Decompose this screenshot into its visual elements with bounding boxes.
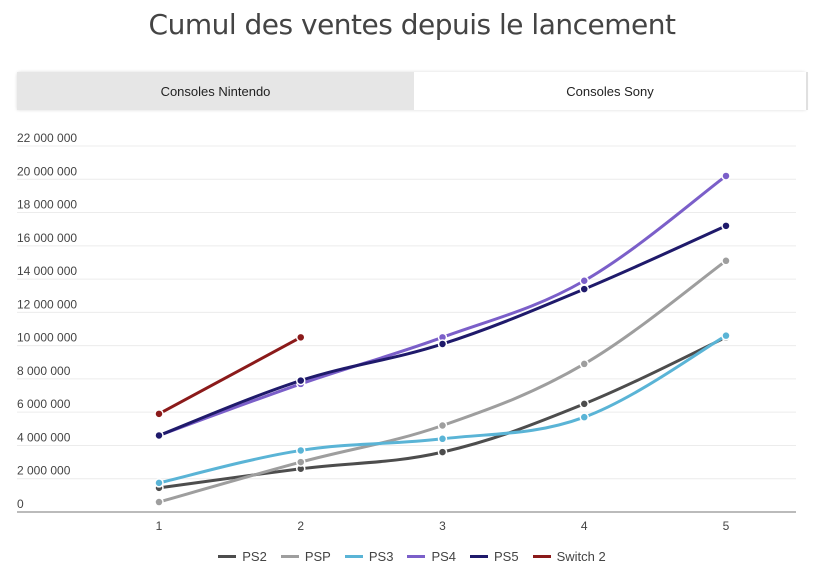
y-tick-label: 4 000 000	[17, 430, 71, 444]
data-point[interactable]	[154, 430, 164, 441]
legend-label: Switch 2	[556, 549, 606, 564]
y-tick-label: 16 000 000	[17, 231, 77, 245]
tab-consoles-sony[interactable]: Consoles Sony	[414, 72, 808, 110]
y-tick-label: 8 000 000	[17, 364, 71, 378]
data-point[interactable]	[296, 375, 306, 386]
legend-swatch-icon	[470, 555, 489, 558]
legend-item-switch-2[interactable]: Switch 2	[532, 549, 606, 564]
legend-item-psp[interactable]: PSP	[280, 549, 331, 564]
console-tabs: Consoles Nintendo Consoles Sony	[17, 72, 808, 110]
data-point[interactable]	[296, 457, 306, 467]
data-point[interactable]	[721, 256, 731, 266]
series-lines	[154, 171, 731, 507]
series-psp[interactable]	[154, 256, 731, 507]
legend-swatch-icon	[344, 555, 363, 558]
legend-item-ps2[interactable]: PS2	[218, 549, 267, 564]
series-line-psp[interactable]	[157, 259, 728, 504]
legend-label: PS3	[368, 549, 394, 564]
legend-swatch-icon	[218, 555, 237, 558]
x-tick-label: 5	[723, 519, 730, 533]
y-tick-label: 10 000 000	[17, 331, 77, 345]
legend-label: PS5	[494, 549, 519, 564]
data-point[interactable]	[579, 359, 589, 369]
series-line-ps3[interactable]	[157, 334, 728, 485]
series-ps5[interactable]	[154, 221, 731, 441]
y-axis: 0 2 000 000 4 000 000 6 000 000 8 000 000 10 …	[17, 131, 77, 511]
legend: PS2 PSP PS3 PS4 PS5 Switch 2	[0, 549, 824, 564]
data-point[interactable]	[579, 276, 589, 286]
y-tick-label: 20 000 000	[17, 164, 77, 178]
chart-title: Cumul des ventes depuis le lancement	[148, 8, 676, 41]
data-point[interactable]	[437, 434, 448, 444]
y-tick-label: 0	[17, 497, 24, 511]
series-switch-2[interactable]	[154, 332, 306, 419]
legend-swatch-icon	[532, 555, 551, 558]
y-tick-label: 6 000 000	[17, 397, 71, 411]
data-point[interactable]	[579, 399, 589, 409]
x-tick-label: 3	[439, 519, 446, 533]
legend-label: PSP	[304, 549, 331, 564]
y-tick-label: 14 000 000	[17, 264, 77, 278]
series-line-ps4[interactable]	[157, 174, 728, 437]
data-point[interactable]	[437, 339, 448, 349]
series-ps3[interactable]	[154, 330, 731, 488]
y-tick-label: 18 000 000	[17, 198, 77, 212]
x-tick-label: 4	[581, 519, 588, 533]
data-point[interactable]	[721, 330, 731, 341]
gridlines	[17, 145, 796, 480]
y-tick-label: 12 000 000	[17, 297, 77, 311]
data-point[interactable]	[154, 478, 164, 488]
legend-item-ps4[interactable]: PS4	[407, 549, 456, 564]
data-point[interactable]	[296, 445, 306, 456]
legend-label: PS2	[242, 549, 267, 564]
y-tick-label: 22 000 000	[17, 131, 77, 145]
data-point[interactable]	[296, 332, 306, 343]
data-point[interactable]	[721, 171, 731, 181]
y-tick-label: 2 000 000	[17, 464, 71, 478]
data-point[interactable]	[154, 409, 164, 419]
data-point[interactable]	[579, 284, 589, 294]
data-point[interactable]	[437, 447, 448, 457]
data-point[interactable]	[154, 497, 164, 507]
legend-label: PS4	[431, 549, 457, 564]
tab-consoles-nintendo[interactable]: Consoles Nintendo	[17, 72, 414, 110]
data-point[interactable]	[579, 412, 589, 422]
x-axis: 1 2 3 4 5	[17, 511, 796, 533]
legend-item-ps5[interactable]: PS5	[470, 549, 519, 564]
data-point[interactable]	[721, 221, 731, 231]
series-line-switch-2[interactable]	[157, 335, 303, 416]
x-tick-label: 2	[297, 519, 304, 533]
data-point[interactable]	[437, 420, 448, 431]
legend-swatch-icon	[280, 555, 299, 558]
legend-swatch-icon	[407, 555, 426, 558]
legend-item-ps3[interactable]: PS3	[344, 549, 394, 564]
x-tick-label: 1	[156, 519, 163, 533]
